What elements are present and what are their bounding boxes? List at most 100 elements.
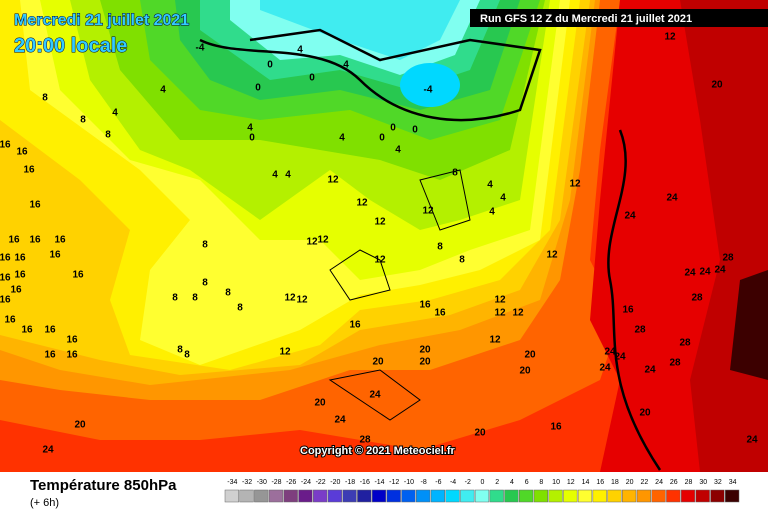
legend-swatch — [636, 489, 651, 503]
date-title: Mercredi 21 juillet 2021 — [14, 12, 189, 29]
contour-label: 16 — [21, 325, 33, 336]
contour-label: 8 — [452, 168, 458, 179]
legend-swatch — [592, 489, 607, 503]
contour-label: 16 — [0, 295, 11, 306]
legend-tick-label: -14 — [374, 479, 384, 486]
contour-label: 20 — [74, 420, 86, 431]
contour-label: 16 — [419, 300, 431, 311]
legend-tick-label: -6 — [435, 479, 441, 486]
contour-label: 16 — [0, 140, 11, 151]
legend-tick-label: 4 — [510, 479, 514, 486]
contour-label: 24 — [334, 415, 346, 426]
contour-label: 4 — [395, 145, 401, 156]
legend-tick-label: 22 — [640, 479, 648, 486]
contour-label: 8 — [437, 242, 443, 253]
contour-label: 4 — [112, 108, 118, 119]
contour-label: 12 — [374, 217, 386, 228]
contour-label: 16 — [23, 165, 35, 176]
legend-tick-label: 18 — [611, 479, 619, 486]
footer-step: (+ 6h) — [30, 497, 59, 509]
contour-label: 12 — [296, 295, 308, 306]
contour-label: 12 — [422, 206, 434, 217]
legend-tick-label: -16 — [360, 479, 370, 486]
run-info: Run GFS 12 Z du Mercredi 21 juillet 2021 — [480, 13, 692, 25]
contour-label: -4 — [196, 43, 205, 54]
legend-tick-label: -8 — [421, 479, 427, 486]
legend-swatch — [577, 489, 593, 503]
contour-label: 20 — [519, 366, 531, 377]
contour-label: 24 — [624, 211, 636, 222]
contour-label: 4 — [487, 180, 493, 191]
contour-label: 0 — [412, 125, 418, 136]
legend-swatch — [254, 489, 269, 503]
contour-label: 16 — [10, 285, 22, 296]
time-title: 20:00 locale — [14, 35, 127, 57]
contour-label: 16 — [14, 253, 26, 264]
legend-swatch — [680, 489, 696, 503]
contour-label: 8 — [459, 255, 465, 266]
legend-tick-label: 30 — [699, 479, 707, 486]
legend-tick-label: 0 — [481, 479, 485, 486]
contour-label: 8 — [192, 293, 198, 304]
legend-tick-label: 20 — [626, 479, 634, 486]
contour-label: 16 — [4, 315, 16, 326]
legend-swatch — [371, 489, 387, 503]
contour-label: 12 — [279, 347, 291, 358]
contour-label: 8 — [105, 130, 111, 141]
contour-label: 16 — [44, 350, 56, 361]
legend-swatch — [313, 489, 328, 503]
contour-label: 16 — [66, 335, 78, 346]
contour-label: 4 — [489, 207, 495, 218]
legend-swatch — [651, 489, 666, 503]
contour-label: 20 — [524, 350, 536, 361]
legend-tick-label: 6 — [525, 479, 529, 486]
legend-tick-label: -22 — [316, 479, 326, 486]
legend-swatch — [239, 489, 254, 503]
legend-tick-label: -18 — [345, 479, 355, 486]
legend-swatch — [416, 489, 431, 503]
contour-label: 4 — [339, 133, 345, 144]
legend-tick-label: 10 — [552, 479, 560, 486]
contour-label: 28 — [679, 338, 691, 349]
contour-label: 12 — [327, 175, 339, 186]
contour-label: 16 — [0, 273, 11, 284]
contour-label: 28 — [669, 358, 681, 369]
contour-label: 0 — [267, 60, 273, 71]
contour-label: 16 — [349, 320, 361, 331]
legend-swatch — [283, 489, 298, 503]
contour-label: 20 — [314, 398, 326, 409]
legend-tick-label: 34 — [729, 479, 737, 486]
contour-label: 4 — [160, 85, 166, 96]
legend-swatch — [386, 489, 401, 503]
contour-label: 12 — [494, 295, 506, 306]
contour-label: 4 — [343, 60, 349, 71]
legend-tick-label: -26 — [286, 479, 296, 486]
legend-swatch — [725, 489, 740, 503]
legend-swatch — [533, 489, 548, 503]
contour-label: 24 — [604, 347, 616, 358]
footer-title: Température 850hPa — [30, 477, 177, 494]
legend-swatch — [666, 489, 681, 503]
contour-label: 28 — [722, 253, 734, 264]
contour-label: 0 — [309, 73, 315, 84]
contour-label: 12 — [664, 32, 676, 43]
legend-swatch — [342, 489, 357, 503]
legend-swatch — [357, 489, 372, 503]
legend-swatch — [460, 489, 475, 503]
legend-tick-label: -24 — [301, 479, 311, 486]
contour-label: 12 — [356, 198, 368, 209]
contour-label: 24 — [684, 268, 696, 279]
legend-swatch — [695, 489, 710, 503]
legend-tick-label: 28 — [685, 479, 693, 486]
contour-label: 20 — [711, 80, 723, 91]
legend-tick-label: -34 — [227, 479, 237, 486]
contour-label: 8 — [172, 293, 178, 304]
contour-label: 16 — [550, 422, 562, 433]
legend-swatch — [401, 489, 416, 503]
legend-tick-label: 14 — [582, 479, 590, 486]
legend-swatch — [430, 489, 445, 503]
contour-label: 4 — [285, 170, 291, 181]
contour-label: 12 — [569, 179, 581, 190]
legend-tick-label: -20 — [330, 479, 340, 486]
